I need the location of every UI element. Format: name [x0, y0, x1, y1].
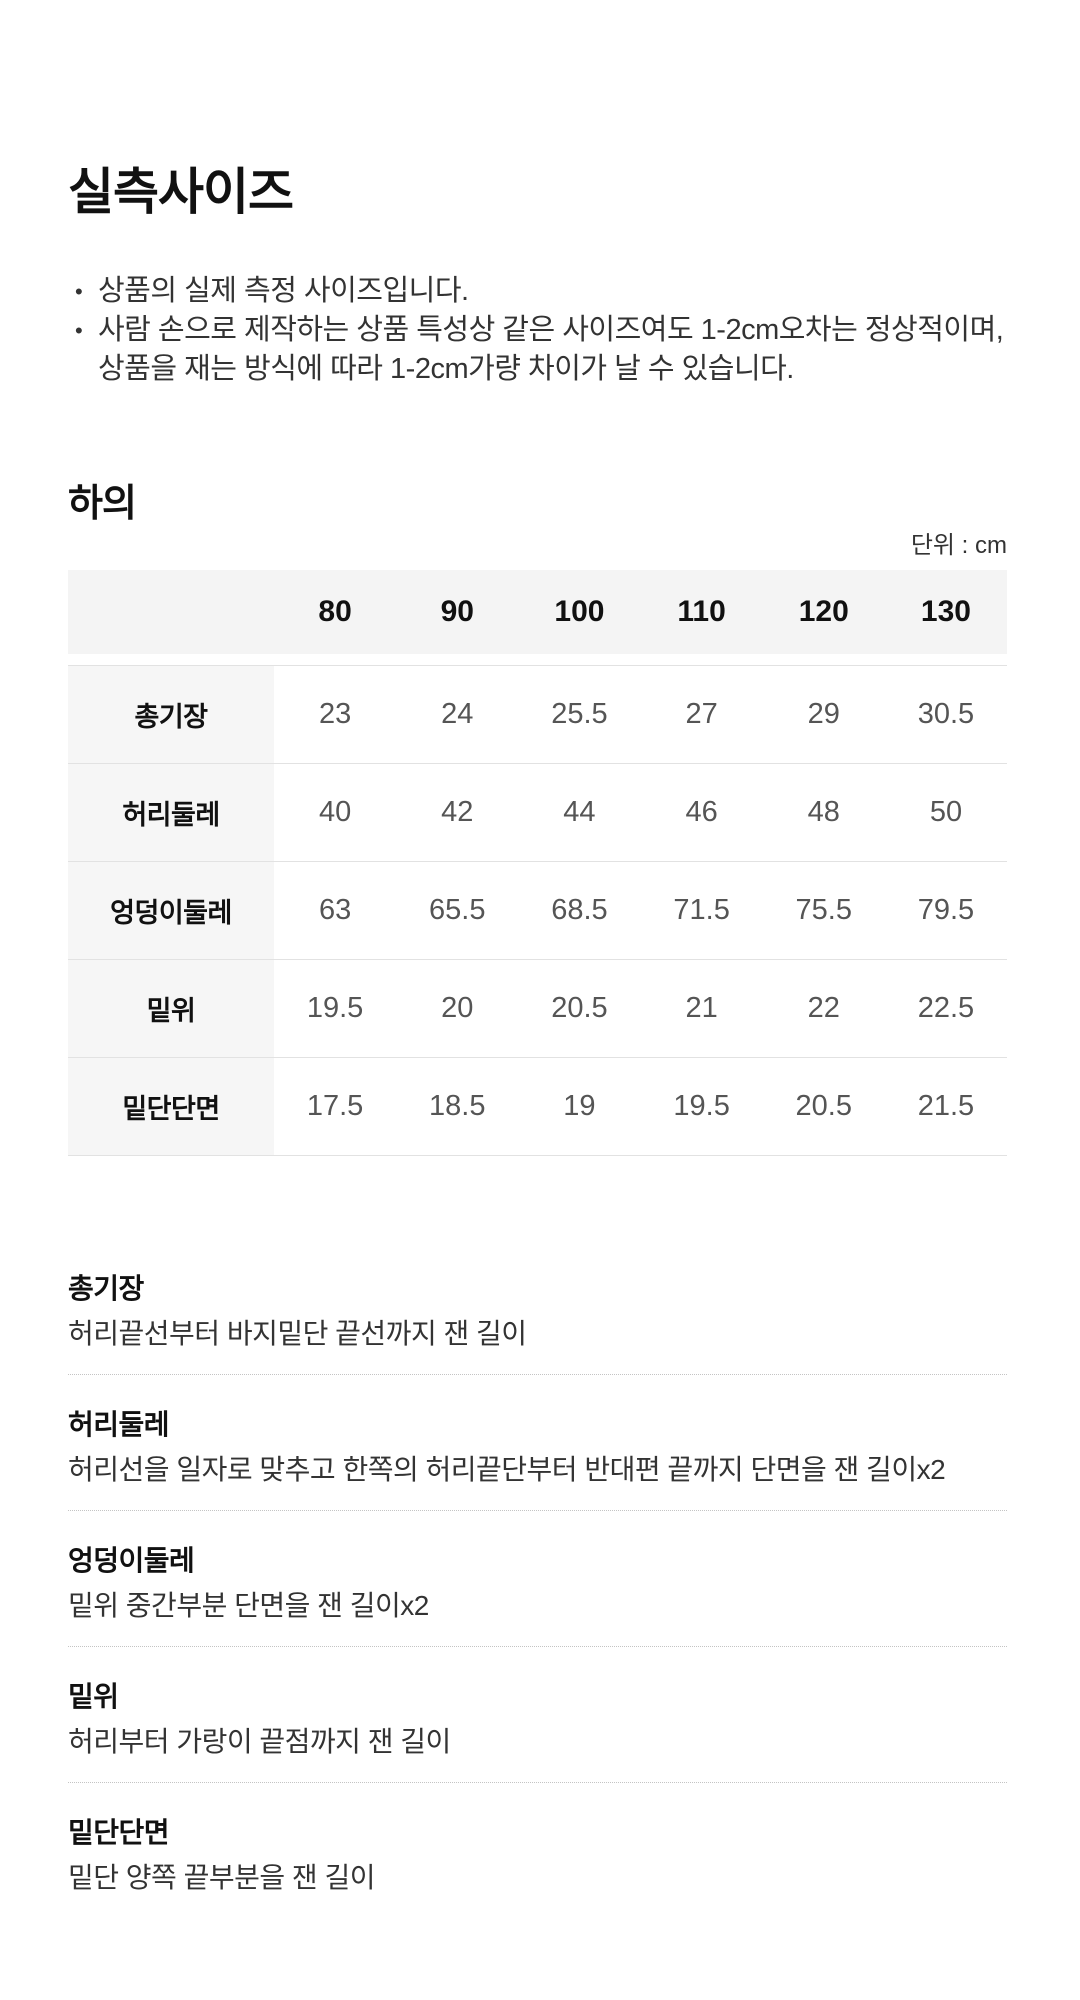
definition-term: 총기장 — [68, 1273, 144, 1304]
size-value: 19.5 — [306, 992, 364, 1024]
definition-description: 허리끝선부터 바지밑단 끝선까지 잰 길이 — [68, 1318, 527, 1349]
definition-term: 엉덩이둘레 — [68, 1545, 195, 1576]
size-value: 17.5 — [306, 1090, 364, 1122]
size-table: 80 90 100 110 120 130 총기장 23 24 25.5 27 … — [68, 570, 1007, 1156]
definition-term: 밑위 — [68, 1681, 119, 1712]
note-item: • 사람 손으로 제작하는 상품 특성상 같은 사이즈여도 1-2cm오차는 정… — [68, 311, 1007, 389]
row-label: 밑단단면 — [68, 1058, 274, 1155]
section-heading-bottoms: 하의 — [68, 483, 137, 525]
size-guide-content: 실측사이즈 • 상품의 실제 측정 사이즈입니다. • 사람 손으로 제작하는 … — [0, 164, 1080, 1918]
size-value: 50 — [929, 796, 963, 828]
unit-label: 단위 : cm — [910, 532, 1007, 559]
size-value: 79.5 — [917, 894, 975, 926]
size-value: 20 — [441, 992, 474, 1024]
column-header-size: 120 — [798, 595, 849, 628]
size-value: 23 — [318, 698, 352, 730]
definition-hip: 엉덩이둘레 밑위 중간부분 단면을 잰 길이x2 — [68, 1511, 1007, 1647]
size-value: 22 — [807, 992, 840, 1024]
note-text: 사람 손으로 제작하는 상품 특성상 같은 사이즈여도 1-2cm오차는 정상적… — [98, 314, 1004, 385]
definition-description: 허리선을 일자로 맞추고 한쪽의 허리끝단부터 반대편 끝까지 단면을 잰 길이… — [68, 1454, 946, 1485]
note-text: 상품의 실제 측정 사이즈입니다. — [98, 275, 469, 307]
definition-description: 허리부터 가랑이 끝점까지 잰 길이 — [68, 1726, 451, 1757]
size-value: 68.5 — [551, 894, 608, 926]
page-title: 실측사이즈 — [68, 164, 294, 220]
bullet-icon: • — [75, 318, 83, 343]
size-value: 75.5 — [795, 894, 852, 926]
column-header-size: 130 — [920, 595, 971, 628]
definitions-section: 총기장 허리끝선부터 바지밑단 끝선까지 잰 길이 허리둘레 허리선을 일자로 … — [68, 1269, 1007, 1918]
definition-rise: 밑위 허리부터 가랑이 끝점까지 잰 길이 — [68, 1647, 1007, 1783]
size-value: 65.5 — [429, 894, 486, 926]
size-value: 18.5 — [429, 1090, 486, 1122]
table-row-hip: 엉덩이둘레 63 65.5 68.5 71.5 75.5 79.5 — [68, 862, 1007, 960]
bullet-icon: • — [75, 279, 83, 304]
column-header-size: 80 — [318, 595, 352, 628]
definition-term: 밑단단면 — [68, 1817, 170, 1848]
row-label: 총기장 — [68, 666, 274, 763]
size-value: 21 — [685, 992, 718, 1024]
size-value: 44 — [563, 796, 596, 828]
definition-hem-width: 밑단단면 밑단 양쪽 끝부분을 잰 길이 — [68, 1783, 1007, 1918]
table-row-hem-width: 밑단단면 17.5 18.5 19 19.5 20.5 21.5 — [68, 1058, 1007, 1156]
note-item: • 상품의 실제 측정 사이즈입니다. — [68, 272, 1007, 311]
row-label: 허리둘레 — [68, 764, 274, 861]
definition-term: 허리둘레 — [68, 1409, 170, 1440]
size-value: 30.5 — [917, 698, 975, 730]
size-value: 24 — [441, 698, 474, 730]
column-header-size: 100 — [554, 595, 605, 628]
size-table-body: 총기장 23 24 25.5 27 29 30.5 허리둘레 40 42 44 … — [68, 665, 1007, 1156]
size-value: 63 — [318, 894, 352, 926]
size-value: 21.5 — [917, 1090, 975, 1122]
size-value: 27 — [685, 698, 718, 730]
size-value: 42 — [441, 796, 474, 828]
size-value: 48 — [807, 796, 840, 828]
size-value: 20.5 — [795, 1090, 852, 1122]
table-row-waist: 허리둘레 40 42 44 46 48 50 — [68, 764, 1007, 862]
column-header-size: 110 — [677, 595, 726, 628]
notes-list: • 상품의 실제 측정 사이즈입니다. • 사람 손으로 제작하는 상품 특성상… — [68, 272, 1007, 389]
size-value: 46 — [685, 796, 718, 828]
size-value: 25.5 — [551, 698, 608, 730]
table-row-total-length: 총기장 23 24 25.5 27 29 30.5 — [68, 666, 1007, 764]
size-value: 22.5 — [917, 992, 975, 1024]
size-table-header-row: 80 90 100 110 120 130 — [68, 570, 1007, 654]
size-value: 29 — [807, 698, 840, 730]
definition-total-length: 총기장 허리끝선부터 바지밑단 끝선까지 잰 길이 — [68, 1269, 1007, 1375]
definition-waist: 허리둘레 허리선을 일자로 맞추고 한쪽의 허리끝단부터 반대편 끝까지 단면을… — [68, 1375, 1007, 1511]
column-header-size: 90 — [440, 595, 474, 628]
row-label: 밑위 — [68, 960, 274, 1057]
definition-description: 밑위 중간부분 단면을 잰 길이x2 — [68, 1590, 429, 1621]
size-value: 40 — [318, 796, 352, 828]
row-label: 엉덩이둘레 — [68, 862, 274, 959]
size-value: 19 — [563, 1090, 596, 1122]
size-value: 20.5 — [551, 992, 608, 1024]
definition-description: 밑단 양쪽 끝부분을 잰 길이 — [68, 1862, 375, 1893]
size-value: 71.5 — [673, 894, 730, 926]
size-value: 19.5 — [673, 1090, 730, 1122]
table-row-rise: 밑위 19.5 20 20.5 21 22 22.5 — [68, 960, 1007, 1058]
